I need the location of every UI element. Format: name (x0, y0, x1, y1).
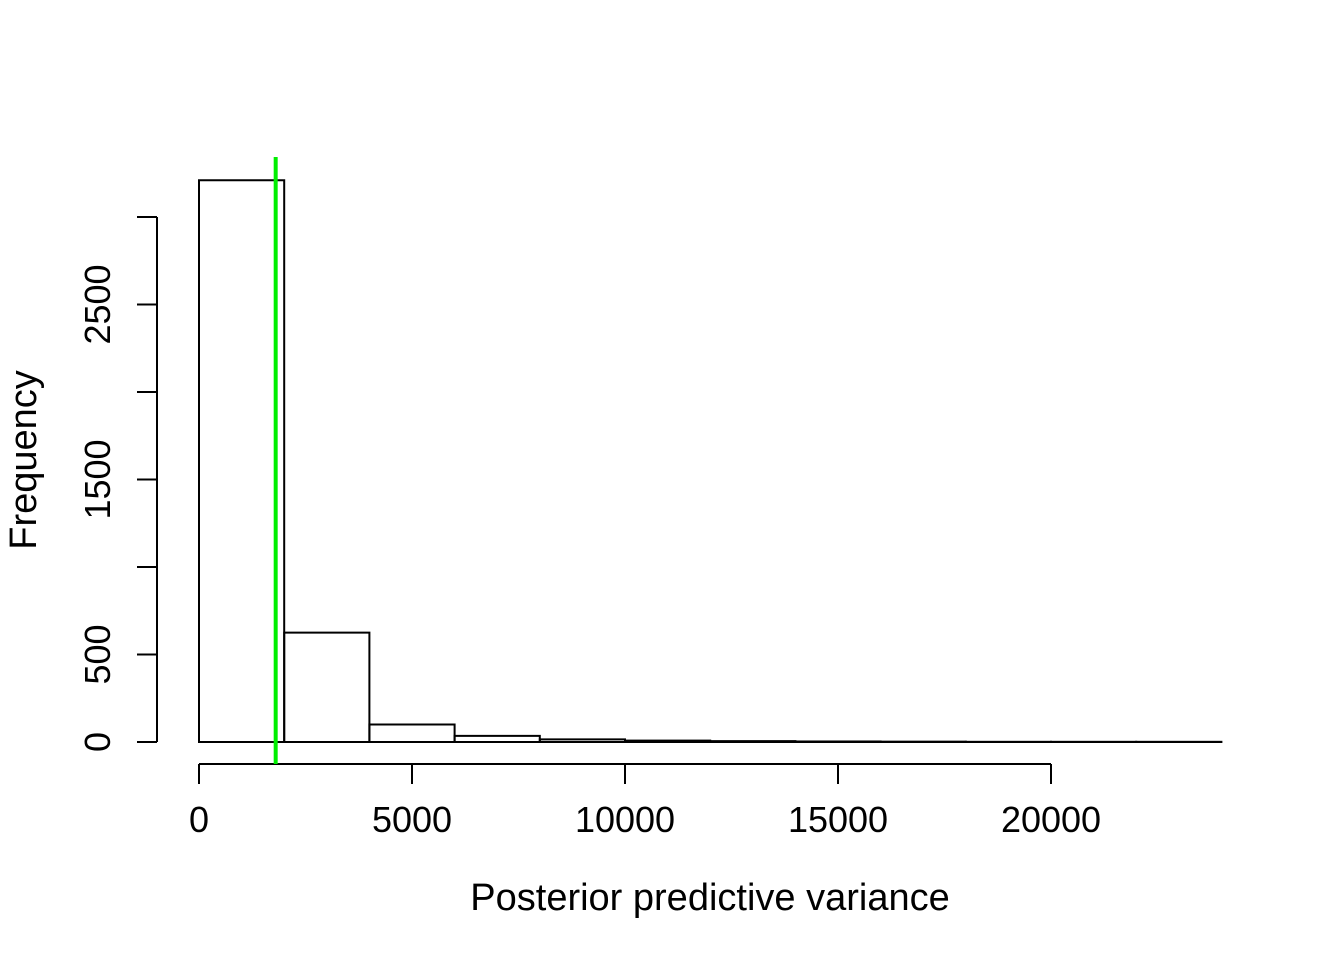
histogram-bar (198, 179, 286, 743)
y-tick-label: 2500 (77, 264, 118, 344)
y-tick-label: 1500 (77, 439, 118, 519)
x-tick-label: 20000 (1001, 799, 1101, 840)
histogram-bars (198, 179, 1223, 744)
y-tick-label: 500 (77, 624, 118, 684)
y-axis: 0 500 1500 2500 (77, 216, 158, 752)
x-tick-label: 15000 (788, 799, 888, 840)
x-axis-title: Posterior predictive variance (470, 877, 949, 919)
x-tick-label: 0 (189, 799, 209, 840)
histogram-bar (368, 723, 456, 743)
x-tick-label: 5000 (372, 799, 452, 840)
y-tick-label: 0 (77, 732, 118, 752)
x-axis: 0 5000 10000 15000 20000 (189, 763, 1101, 840)
y-axis-title: Frequency (3, 370, 45, 550)
x-tick-label: 10000 (575, 799, 675, 840)
histogram-bar (283, 631, 371, 743)
